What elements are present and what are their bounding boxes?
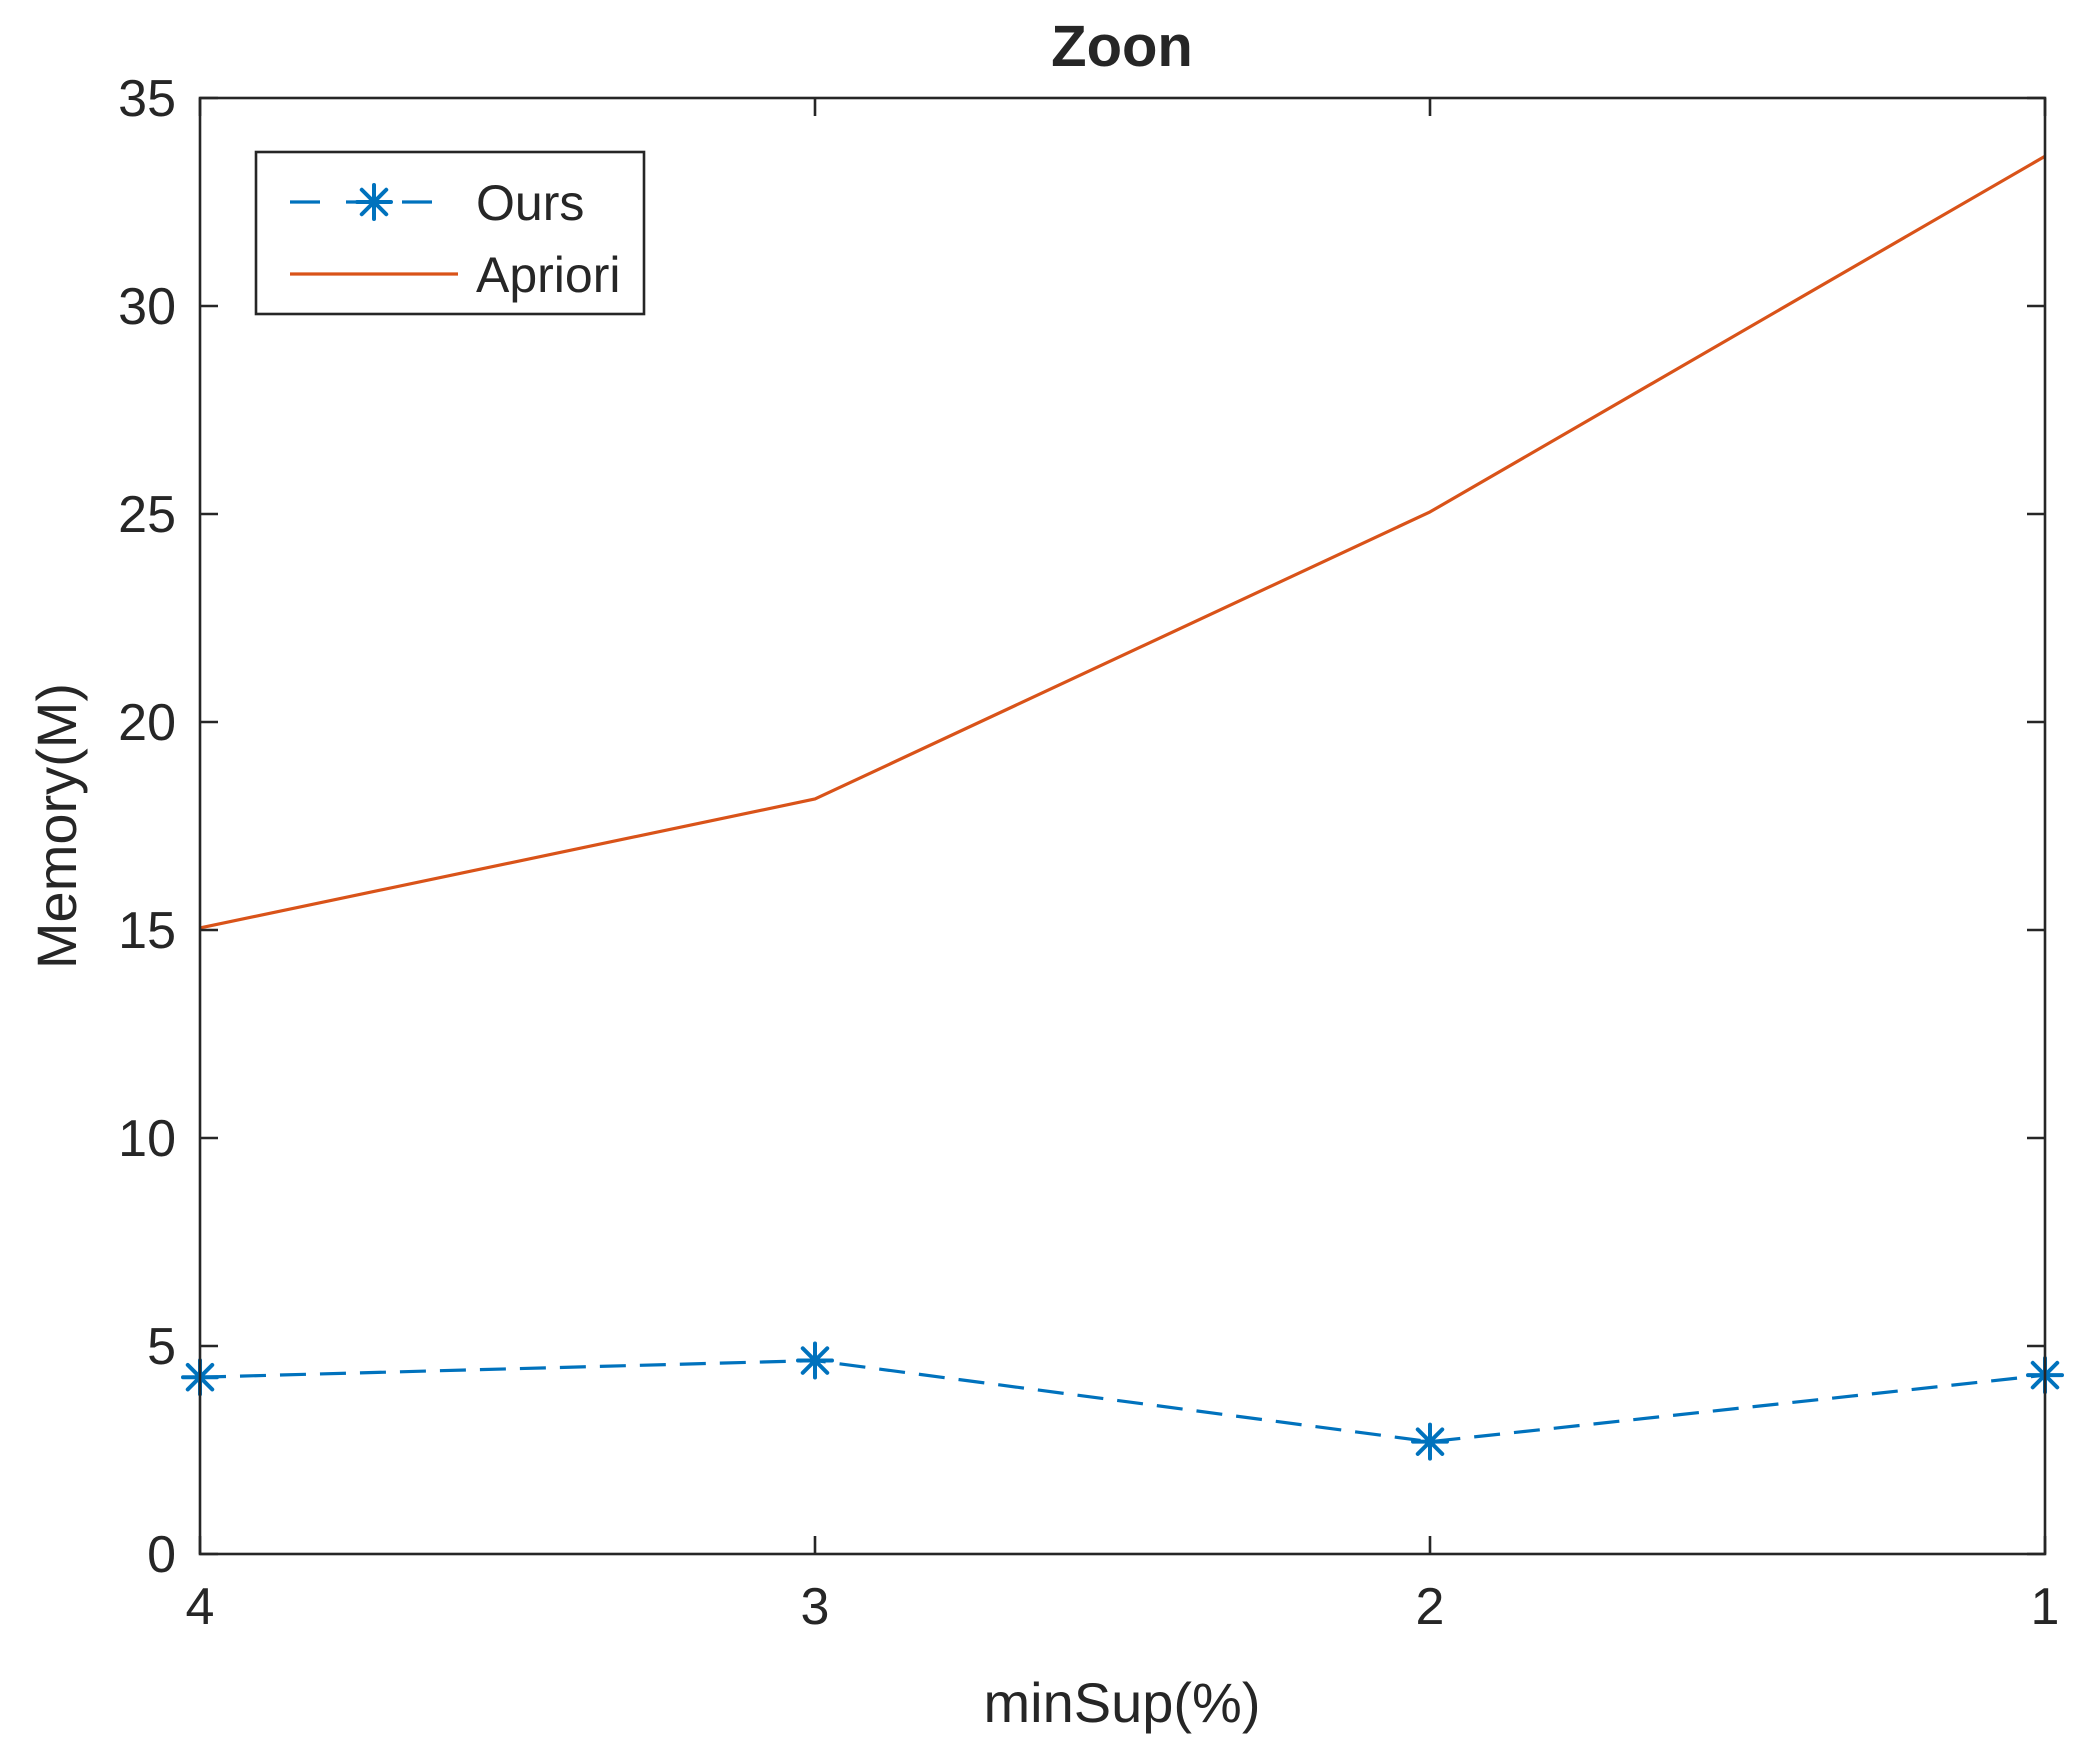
legend-marker-ours [355,183,393,221]
y-tick-label: 5 [147,1318,176,1376]
x-axis-title: minSup(%) [984,1671,1261,1734]
series-line-ours [199,1358,2046,1444]
y-tick-label: 10 [118,1110,176,1168]
y-axis-title: Memory(M) [25,683,88,969]
y-tick-label: 15 [118,902,176,960]
x-tick-label: 3 [801,1578,830,1636]
x-tick-label: 2 [1416,1578,1445,1636]
x-tick-label: 4 [186,1578,215,1636]
legend-label-apriori: Apriori [476,247,620,303]
legend-label-ours: Ours [476,175,584,231]
axes-box [198,96,2047,1556]
y-tick-label: 0 [147,1526,176,1584]
plot-area [200,98,2045,1554]
x-tick-label: 1 [2031,1578,2060,1636]
y-tick-label: 20 [118,694,176,752]
legend: Ours Apriori [254,150,646,316]
y-tick-label: 35 [118,70,176,128]
series-line-apriori [199,154,2046,930]
data-point-ours [796,1341,834,1380]
y-tick-label: 25 [118,486,176,544]
y-tick-label: 30 [118,278,176,336]
legend-box [254,150,646,316]
legend-entries: Ours Apriori [290,175,620,303]
data-point-ours [1411,1422,1449,1461]
chart-title: Zoon [1051,14,1193,79]
